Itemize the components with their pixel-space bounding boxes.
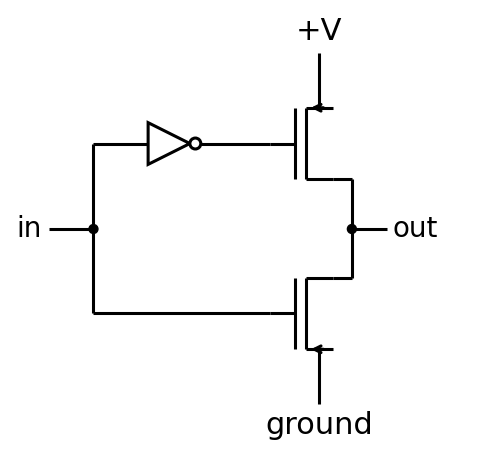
- Circle shape: [190, 138, 201, 149]
- Text: out: out: [392, 215, 438, 243]
- Circle shape: [348, 224, 356, 234]
- Text: in: in: [16, 215, 42, 243]
- Circle shape: [89, 224, 98, 234]
- Text: +V: +V: [296, 16, 343, 46]
- Text: ground: ground: [266, 411, 373, 441]
